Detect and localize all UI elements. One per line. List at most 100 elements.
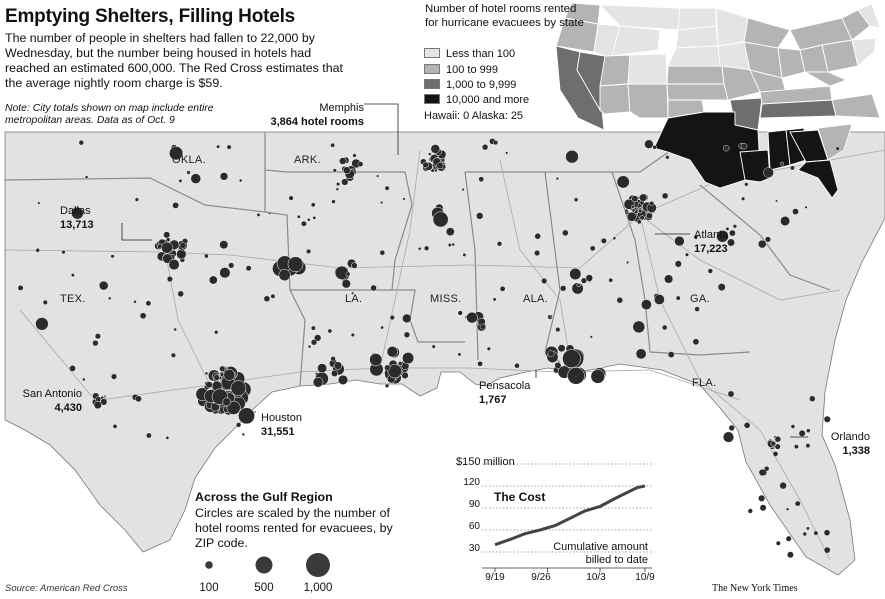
zip-bubble [428,152,432,156]
zip-bubble [432,166,437,170]
zip-bubble [402,352,415,365]
zip-bubble [161,241,173,254]
zip-bubble [496,241,503,247]
zip-bubble [146,432,152,439]
state-label-la: LA. [345,293,363,305]
zip-bubble [728,424,735,432]
zip-bubble [402,197,406,201]
zip-bubble [758,239,767,249]
zip-bubble [312,376,324,388]
zip-bubble [505,151,509,155]
zip-bubble [17,284,24,291]
zip-bubble [760,504,767,511]
zip-bubble [238,407,255,425]
legend-label: 100 to 999 [446,64,498,76]
zip-bubble [482,144,489,151]
zip-bubble [314,334,322,342]
city-value: 4,430 [54,401,82,414]
zip-bubble [639,215,645,221]
state-legend-item: 10,000 and more [424,94,529,107]
zip-bubble [287,256,304,273]
zip-bubble [638,208,643,214]
zip-bubble [636,219,642,225]
state-label-fla: FLA. [692,377,717,389]
zip-bubble [761,470,767,476]
city-label-pensacola: Pensacola 1,767 [479,380,530,408]
zip-bubble [565,150,579,164]
zip-bubble [585,274,594,282]
zip-bubble [652,145,657,150]
zip-bubble [779,482,787,489]
zip-bubble [624,209,629,213]
zip-bubble [764,236,771,243]
zip-bubble [780,216,790,226]
zip-bubble [685,252,690,257]
legend-swatch [424,64,440,74]
state-label-ga: GA. [690,293,710,305]
zip-bubble [631,208,636,213]
state-label-ark: ARK. [294,154,321,166]
zip-bubble [707,268,713,274]
zip-bubble [422,161,429,169]
intro-text: The number of people in shelters had fal… [5,31,343,90]
zip-bubble [219,365,226,372]
zip-bubble [763,167,774,178]
zip-bubble [162,253,173,264]
zip-bubble [230,380,247,396]
size-label: 500 [254,582,274,594]
zip-bubble [300,220,307,227]
zip-bubble [214,330,219,335]
zip-bubble [173,327,177,332]
zip-bubble [93,400,102,410]
zip-bubble [648,201,655,207]
x-tick-label: 9/19 [485,572,505,583]
zip-bubble [61,250,66,255]
zip-bubble [170,352,176,358]
zip-bubble [569,267,582,281]
state-legend-item: 1,000 to 9,999 [424,79,516,92]
zip-bubble [245,265,252,272]
city-name: Orlando [830,431,870,443]
zip-bubble [335,181,341,187]
zip-bubble [219,172,229,181]
zip-bubble [219,267,231,279]
size-label: 100 [199,582,219,594]
city-value: 17,223 [694,242,728,255]
zip-bubble [806,527,810,530]
zip-bubble [626,261,630,265]
zip-bubble [741,196,746,201]
zip-bubble [310,202,316,208]
page-title: Emptying Shelters, Filling Hotels [5,6,296,27]
zip-bubble [644,139,654,149]
zip-bubble [514,363,520,369]
zip-bubble [222,397,232,407]
zip-bubble [787,551,794,558]
zip-bubbles [17,138,840,558]
zip-bubble [386,346,399,358]
zip-bubble [71,206,84,220]
zip-bubble [165,436,170,440]
zip-bubble [632,320,645,334]
zip-bubble [134,197,139,202]
zip-bubble [723,144,730,152]
zip-bubble [729,229,736,237]
city-value: 3,864 hotel rooms [270,115,364,128]
zip-bubble [219,240,229,250]
size-legend-circle [306,553,330,577]
zip-bubble [457,310,463,316]
city-name: Atlanta [694,229,729,241]
zip-bubble [774,435,782,443]
zip-bubble [84,175,89,179]
zip-bubble [268,211,271,215]
zip-bubble [35,248,40,253]
note-text: Note: City totals shown on map include e… [5,103,214,127]
size-label: 1,000 [303,582,333,594]
gulf-legend-heading: Across the Gulf Region [195,490,333,504]
zip-bubble [351,262,358,269]
zip-bubble [332,168,337,173]
zip-bubble [94,333,101,340]
zip-bubble [725,226,730,231]
zip-bubble [667,351,675,358]
